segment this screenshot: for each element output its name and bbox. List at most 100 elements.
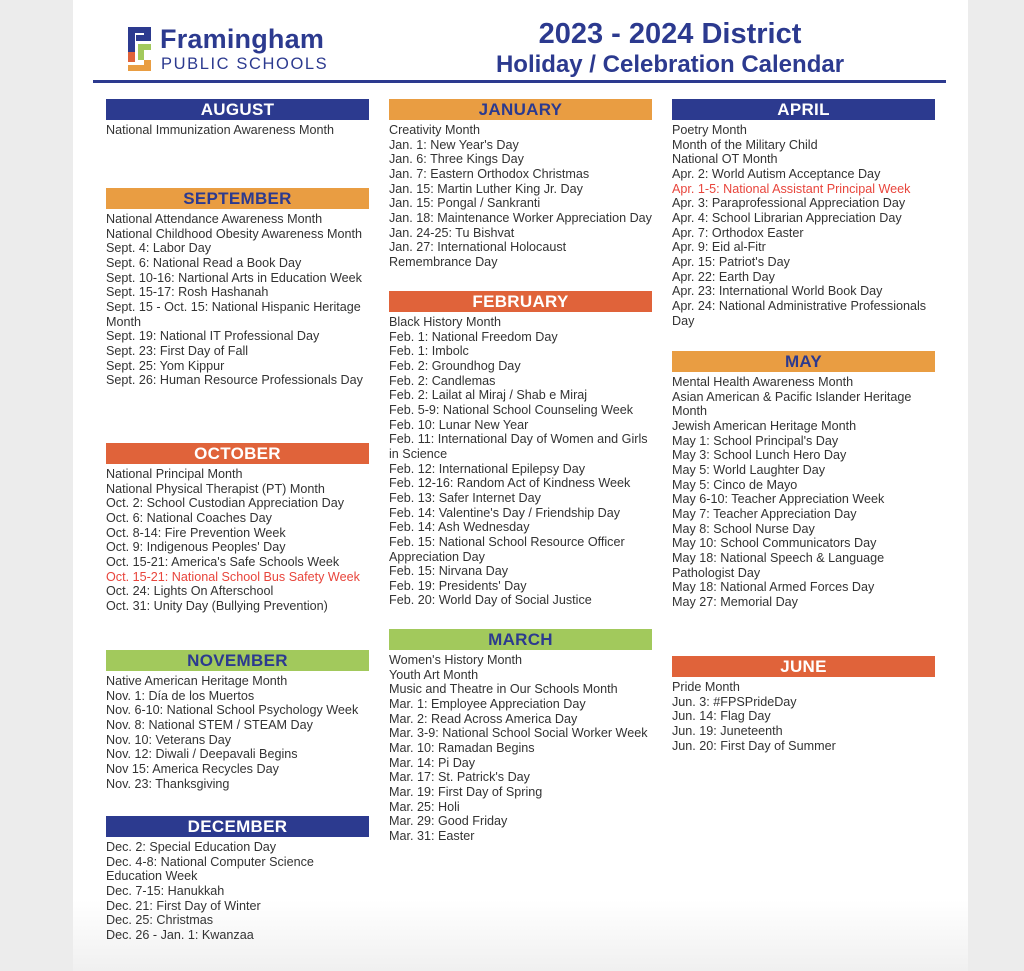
- event-item: Creativity Month: [389, 123, 480, 137]
- event-item: Jan. 15: Pongal / Sankranti: [389, 196, 541, 211]
- event-item: Jan. 24-25: Tu Bishvat: [389, 225, 515, 240]
- month-section-december: DECEMBER Dec. 2: Special Education Day Dec…: [106, 816, 369, 943]
- event-item: May 18: National Speech & Language Patho…: [672, 550, 885, 580]
- event-item: Women's History Month: [389, 653, 523, 667]
- event-item: Jun. 19: Juneteenth: [672, 723, 783, 738]
- event-item: May 3: School Lunch Hero Day: [672, 448, 847, 463]
- month-header: SEPTEMBER: [106, 188, 369, 209]
- month-section-october: OCTOBER National Principal Month National …: [106, 443, 369, 614]
- event-item: Nov. 6-10: National School Psychology We…: [106, 703, 359, 718]
- event-item: National Childhood Obesity Awareness Mon…: [106, 226, 362, 241]
- month-header: AUGUST: [106, 99, 369, 120]
- event-item: Apr. 2: World Autism Acceptance Day: [672, 166, 881, 181]
- event-item: Nov. 12: Diwali / Deepavali Begins: [106, 747, 298, 762]
- event-item: Oct. 6: National Coaches Day: [106, 510, 272, 525]
- event-item: Mental Health Awareness Month: [672, 375, 854, 389]
- event-item: Mar. 2: Read Across America Day: [389, 711, 578, 726]
- event-item: Jan. 6: Three Kings Day: [389, 152, 524, 167]
- event-item: Oct. 15-21: America's Safe Schools Week: [106, 554, 340, 569]
- event-item: Feb. 1: Imbolc: [389, 344, 469, 359]
- event-item: Music and Theatre in Our Schools Month: [389, 682, 618, 697]
- logo-name: Framingham: [160, 24, 325, 54]
- event-item: National Attendance Awareness Month: [106, 212, 323, 226]
- event-item: Jewish American Heritage Month: [672, 418, 857, 433]
- event-item: Feb. 10: Lunar New Year: [389, 417, 529, 432]
- event-item: Dec. 25: Christmas: [106, 913, 214, 928]
- month-header: FEBRUARY: [389, 291, 652, 312]
- event-item: Dec. 7-15: Hanukkah: [106, 883, 225, 898]
- event-item: Apr. 7: Orthodox Easter: [672, 225, 804, 240]
- event-item: May 7: Teacher Appreciation Day: [672, 506, 857, 521]
- event-item: Sept. 19: National IT Professional Day: [106, 329, 320, 344]
- event-item: Feb. 2: Groundhog Day: [389, 358, 521, 373]
- event-item: Apr. 22: Earth Day: [672, 269, 775, 284]
- event-item: Feb. 15: National School Resource Office…: [389, 534, 625, 564]
- event-item: Sept. 10-16: Nartional Arts in Education…: [106, 270, 362, 285]
- event-item: Oct. 24: Lights On Afterschool: [106, 584, 274, 599]
- event-item: Nov 15: America Recycles Day: [106, 761, 279, 776]
- event-item: Youth Art Month: [389, 667, 479, 682]
- event-item: Apr. 24: National Administrative Profess…: [672, 298, 927, 328]
- event-list: Poetry Month Month of the Military Child N…: [672, 120, 935, 328]
- event-item: Jan. 1: New Year's Day: [389, 137, 519, 152]
- event-item: Dec. 21: First Day of Winter: [106, 898, 261, 913]
- event-item: Mar. 14: Pi Day: [389, 755, 476, 770]
- month-section-april: APRIL Poetry Month Month of the Military C…: [672, 99, 935, 328]
- event-item: Poetry Month: [672, 123, 747, 137]
- event-item: National OT Month: [672, 152, 778, 167]
- event-item: Feb. 11: International Day of Women and …: [389, 432, 648, 461]
- event-item: Mar. 10: Ramadan Begins: [389, 740, 535, 755]
- month-header: NOVEMBER: [106, 650, 369, 671]
- header-divider: [93, 80, 946, 83]
- event-item: Month of the Military Child: [672, 137, 818, 152]
- event-item: Dec. 4-8: National Computer Science Educ…: [106, 854, 314, 884]
- month-header: JUNE: [672, 656, 935, 677]
- event-item: Oct. 31: Unity Day (Bullying Prevention): [106, 598, 328, 613]
- month-header: DECEMBER: [106, 816, 369, 837]
- month-section-november: NOVEMBER Native American Heritage Month No…: [106, 650, 369, 791]
- event-item: Mar. 17: St. Patrick's Day: [389, 770, 530, 785]
- event-item: Black History Month: [389, 315, 501, 329]
- event-list: Pride Month Jun. 3: #FPSPrideDay Jun. 14: …: [672, 677, 935, 753]
- event-item: May 27: Memorial Day: [672, 594, 798, 609]
- event-item: National Principal Month: [106, 467, 243, 481]
- event-item: Mar. 3-9: National School Social Worker …: [389, 726, 648, 741]
- event-item: Mar. 25: Holi: [389, 799, 460, 814]
- event-item: Feb. 1: National Freedom Day: [389, 329, 558, 344]
- event-item: Sept. 15 - Oct. 15: National Hispanic He…: [106, 299, 361, 329]
- month-section-february: FEBRUARY Black History Month Feb. 1: Natio…: [389, 291, 652, 608]
- event-item: Feb. 2: Lailat al Miraj / Shab e Miraj: [389, 388, 588, 403]
- month-section-june: JUNE Pride Month Jun. 3: #FPSPrideDay Jun. …: [672, 656, 935, 753]
- month-section-september: SEPTEMBER National Attendance Awareness M…: [106, 188, 369, 388]
- event-item: Feb. 5-9: National School Counseling Wee…: [389, 402, 634, 417]
- event-list: National Principal Month National Physica…: [106, 464, 369, 614]
- event-item: Sept. 23: First Day of Fall: [106, 343, 249, 358]
- event-item: Nov. 8: National STEM / STEAM Day: [106, 717, 313, 732]
- month-header: OCTOBER: [106, 443, 369, 464]
- event-item: Apr. 4: School Librarian Appreciation Da…: [672, 210, 902, 225]
- event-item: May 18: National Armed Forces Day: [672, 580, 875, 595]
- month-header: APRIL: [672, 99, 935, 120]
- event-item: Sept. 15-17: Rosh Hashanah: [106, 285, 269, 300]
- month-header: MARCH: [389, 629, 652, 650]
- event-item: Apr. 1-5: National Assistant Principal W…: [672, 181, 911, 196]
- event-item: Oct. 9: Indigenous Peoples' Day: [106, 540, 286, 555]
- event-item: Mar. 1: Employee Appreciation Day: [389, 696, 586, 711]
- event-item: Mar. 29: Good Friday: [389, 814, 508, 829]
- event-list: Dec. 2: Special Education Day Dec. 4-8: N…: [106, 837, 369, 943]
- event-item: Oct. 8-14: Fire Prevention Week: [106, 525, 286, 540]
- event-item: Sept. 25: Yom Kippur: [106, 358, 225, 373]
- calendar-page: [73, 0, 968, 971]
- page-title: 2023 - 2024 District: [538, 18, 802, 50]
- event-item: May 8: School Nurse Day: [672, 521, 815, 536]
- event-item: Feb. 14: Ash Wednesday: [389, 520, 530, 535]
- month-header: MAY: [672, 351, 935, 372]
- event-item: Sept. 6: National Read a Book Day: [106, 255, 302, 270]
- event-item: National Physical Therapist (PT) Month: [106, 481, 325, 496]
- event-item: Jun. 20: First Day of Summer: [672, 738, 836, 753]
- event-list: Women's History Month Youth Art Month Musi…: [389, 650, 652, 844]
- month-section-may: MAY Mental Health Awareness Month Asian Am…: [672, 351, 935, 610]
- month-header: JANUARY: [389, 99, 652, 120]
- event-item: Oct. 15-21: National School Bus Safety W…: [106, 569, 360, 584]
- event-item: Apr. 15: Patriot's Day: [672, 254, 790, 269]
